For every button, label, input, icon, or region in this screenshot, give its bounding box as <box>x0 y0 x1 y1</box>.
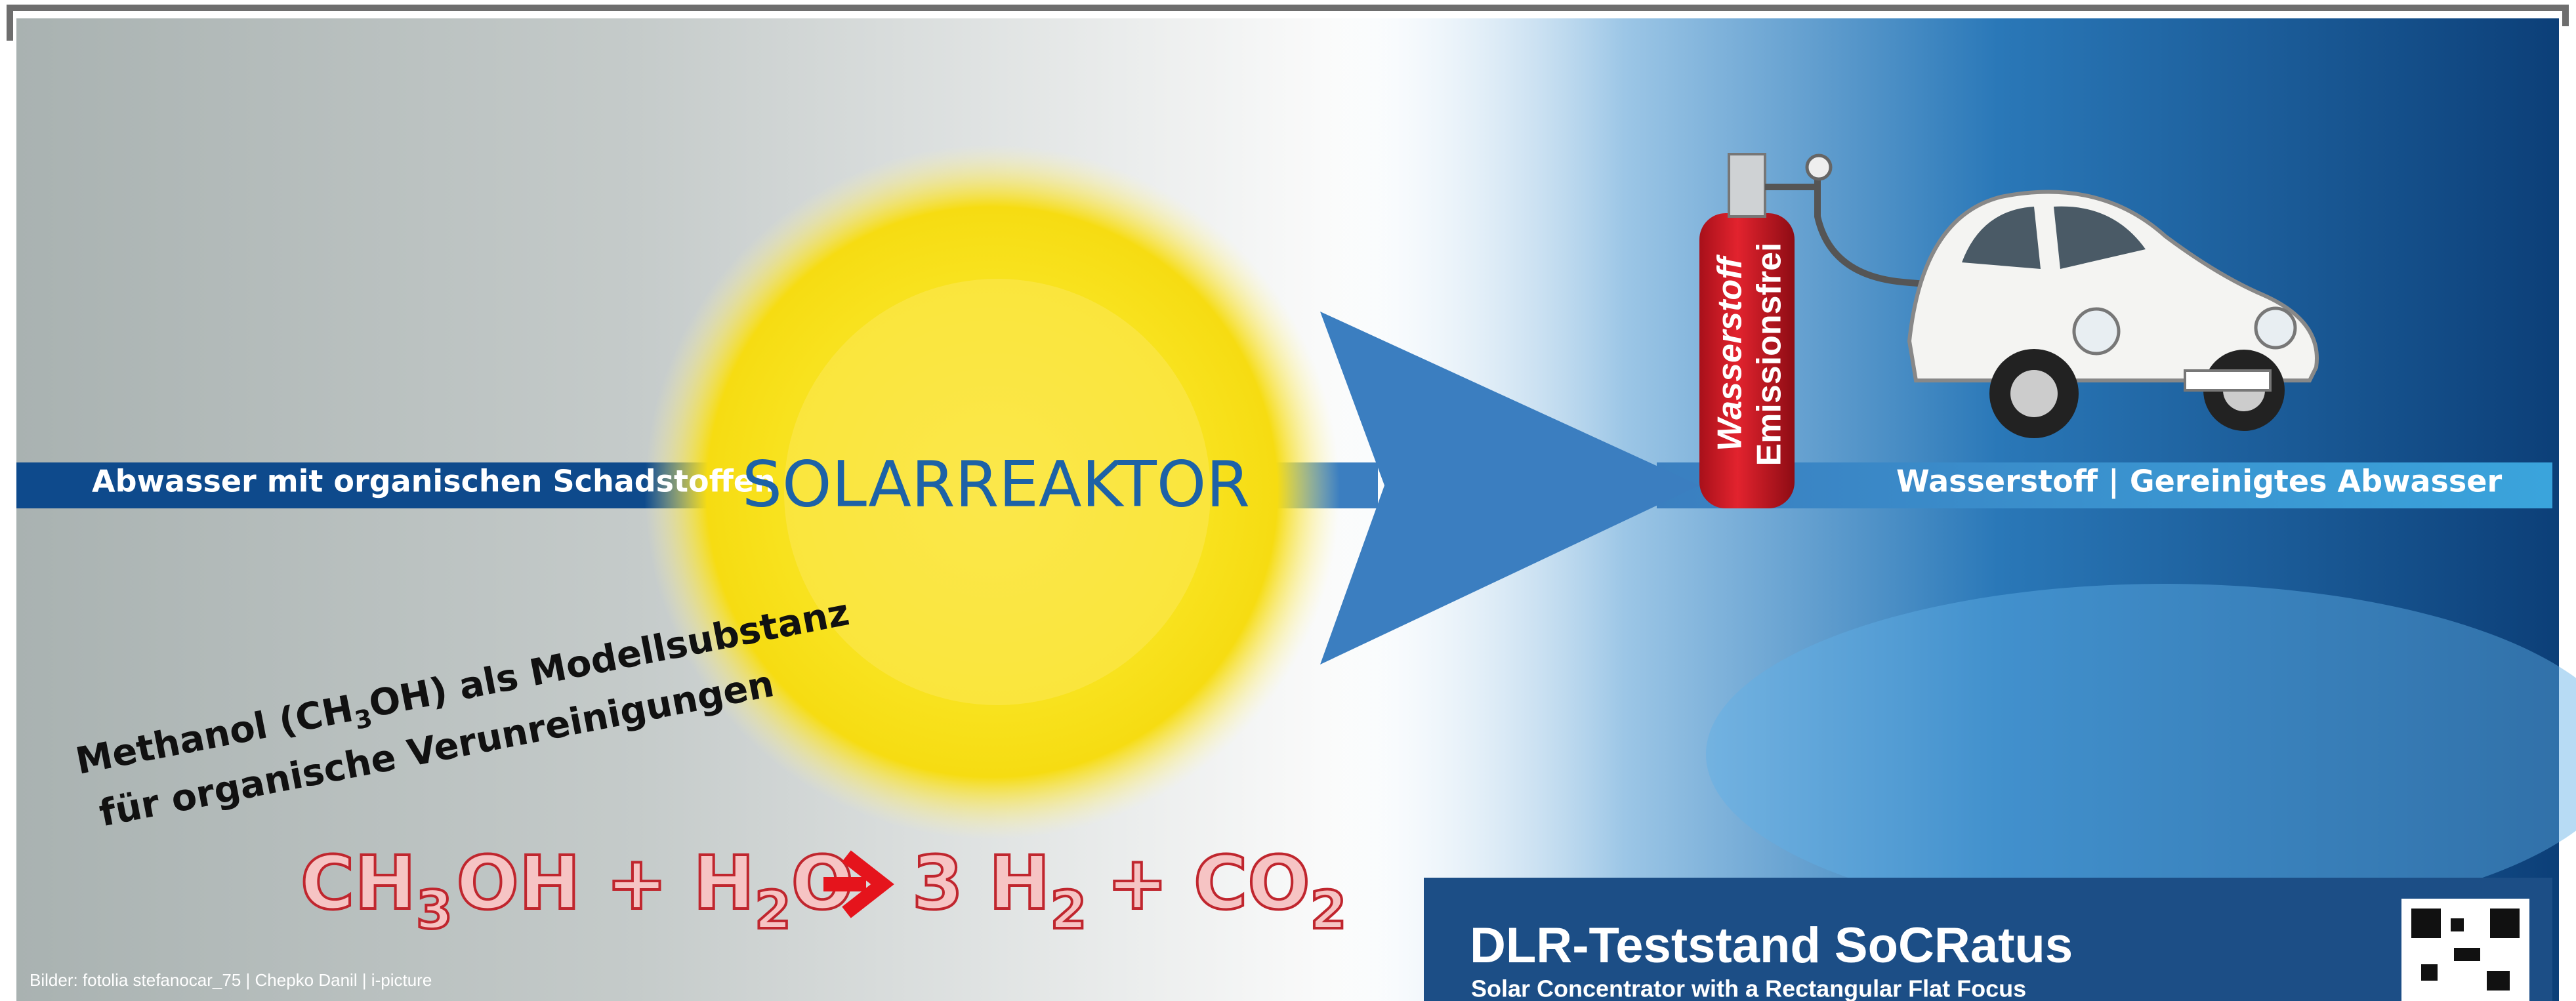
cylinder-label: Wasserstoff <box>1711 254 1749 451</box>
eq-subscript: 2 <box>1310 880 1347 941</box>
eq-term: CH <box>301 841 416 926</box>
poster: Wasserstoff Emissionsfrei Abwasser mit o… <box>0 0 2576 1001</box>
output-label: Wasserstoff | Gereinigtes Abwasser <box>1896 464 2503 500</box>
footer-title: DLR-Teststand SoCRatus <box>1470 918 2073 973</box>
equation-right: 3 H2+ CO2 <box>912 841 1346 941</box>
footer-subtitle: Solar Concentrator with a Rectangular Fl… <box>1471 975 2026 1001</box>
page: {"banner": {"input_label": "Abwasser mit… <box>0 0 2576 1001</box>
eq-term: + CO <box>1106 841 1310 926</box>
eq-subscript: 3 <box>416 880 453 941</box>
eq-subscript: 2 <box>755 880 791 941</box>
pressure-gauge <box>1807 155 1831 179</box>
eq-term: OH + H <box>457 841 755 926</box>
reactor-label: SOLARREAKTOR <box>742 447 1250 521</box>
cylinder-label: Emissionsfrei <box>1751 242 1789 466</box>
eq-subscript: 2 <box>1050 880 1087 941</box>
cylinder-valve <box>1729 154 1765 216</box>
eq-term: 3 H <box>912 841 1050 926</box>
input-label: Abwasser mit organischen Schadstoffen <box>92 464 776 499</box>
image-credits: Bilder: fotolia stefanocar_75 | Chepko D… <box>30 970 432 990</box>
